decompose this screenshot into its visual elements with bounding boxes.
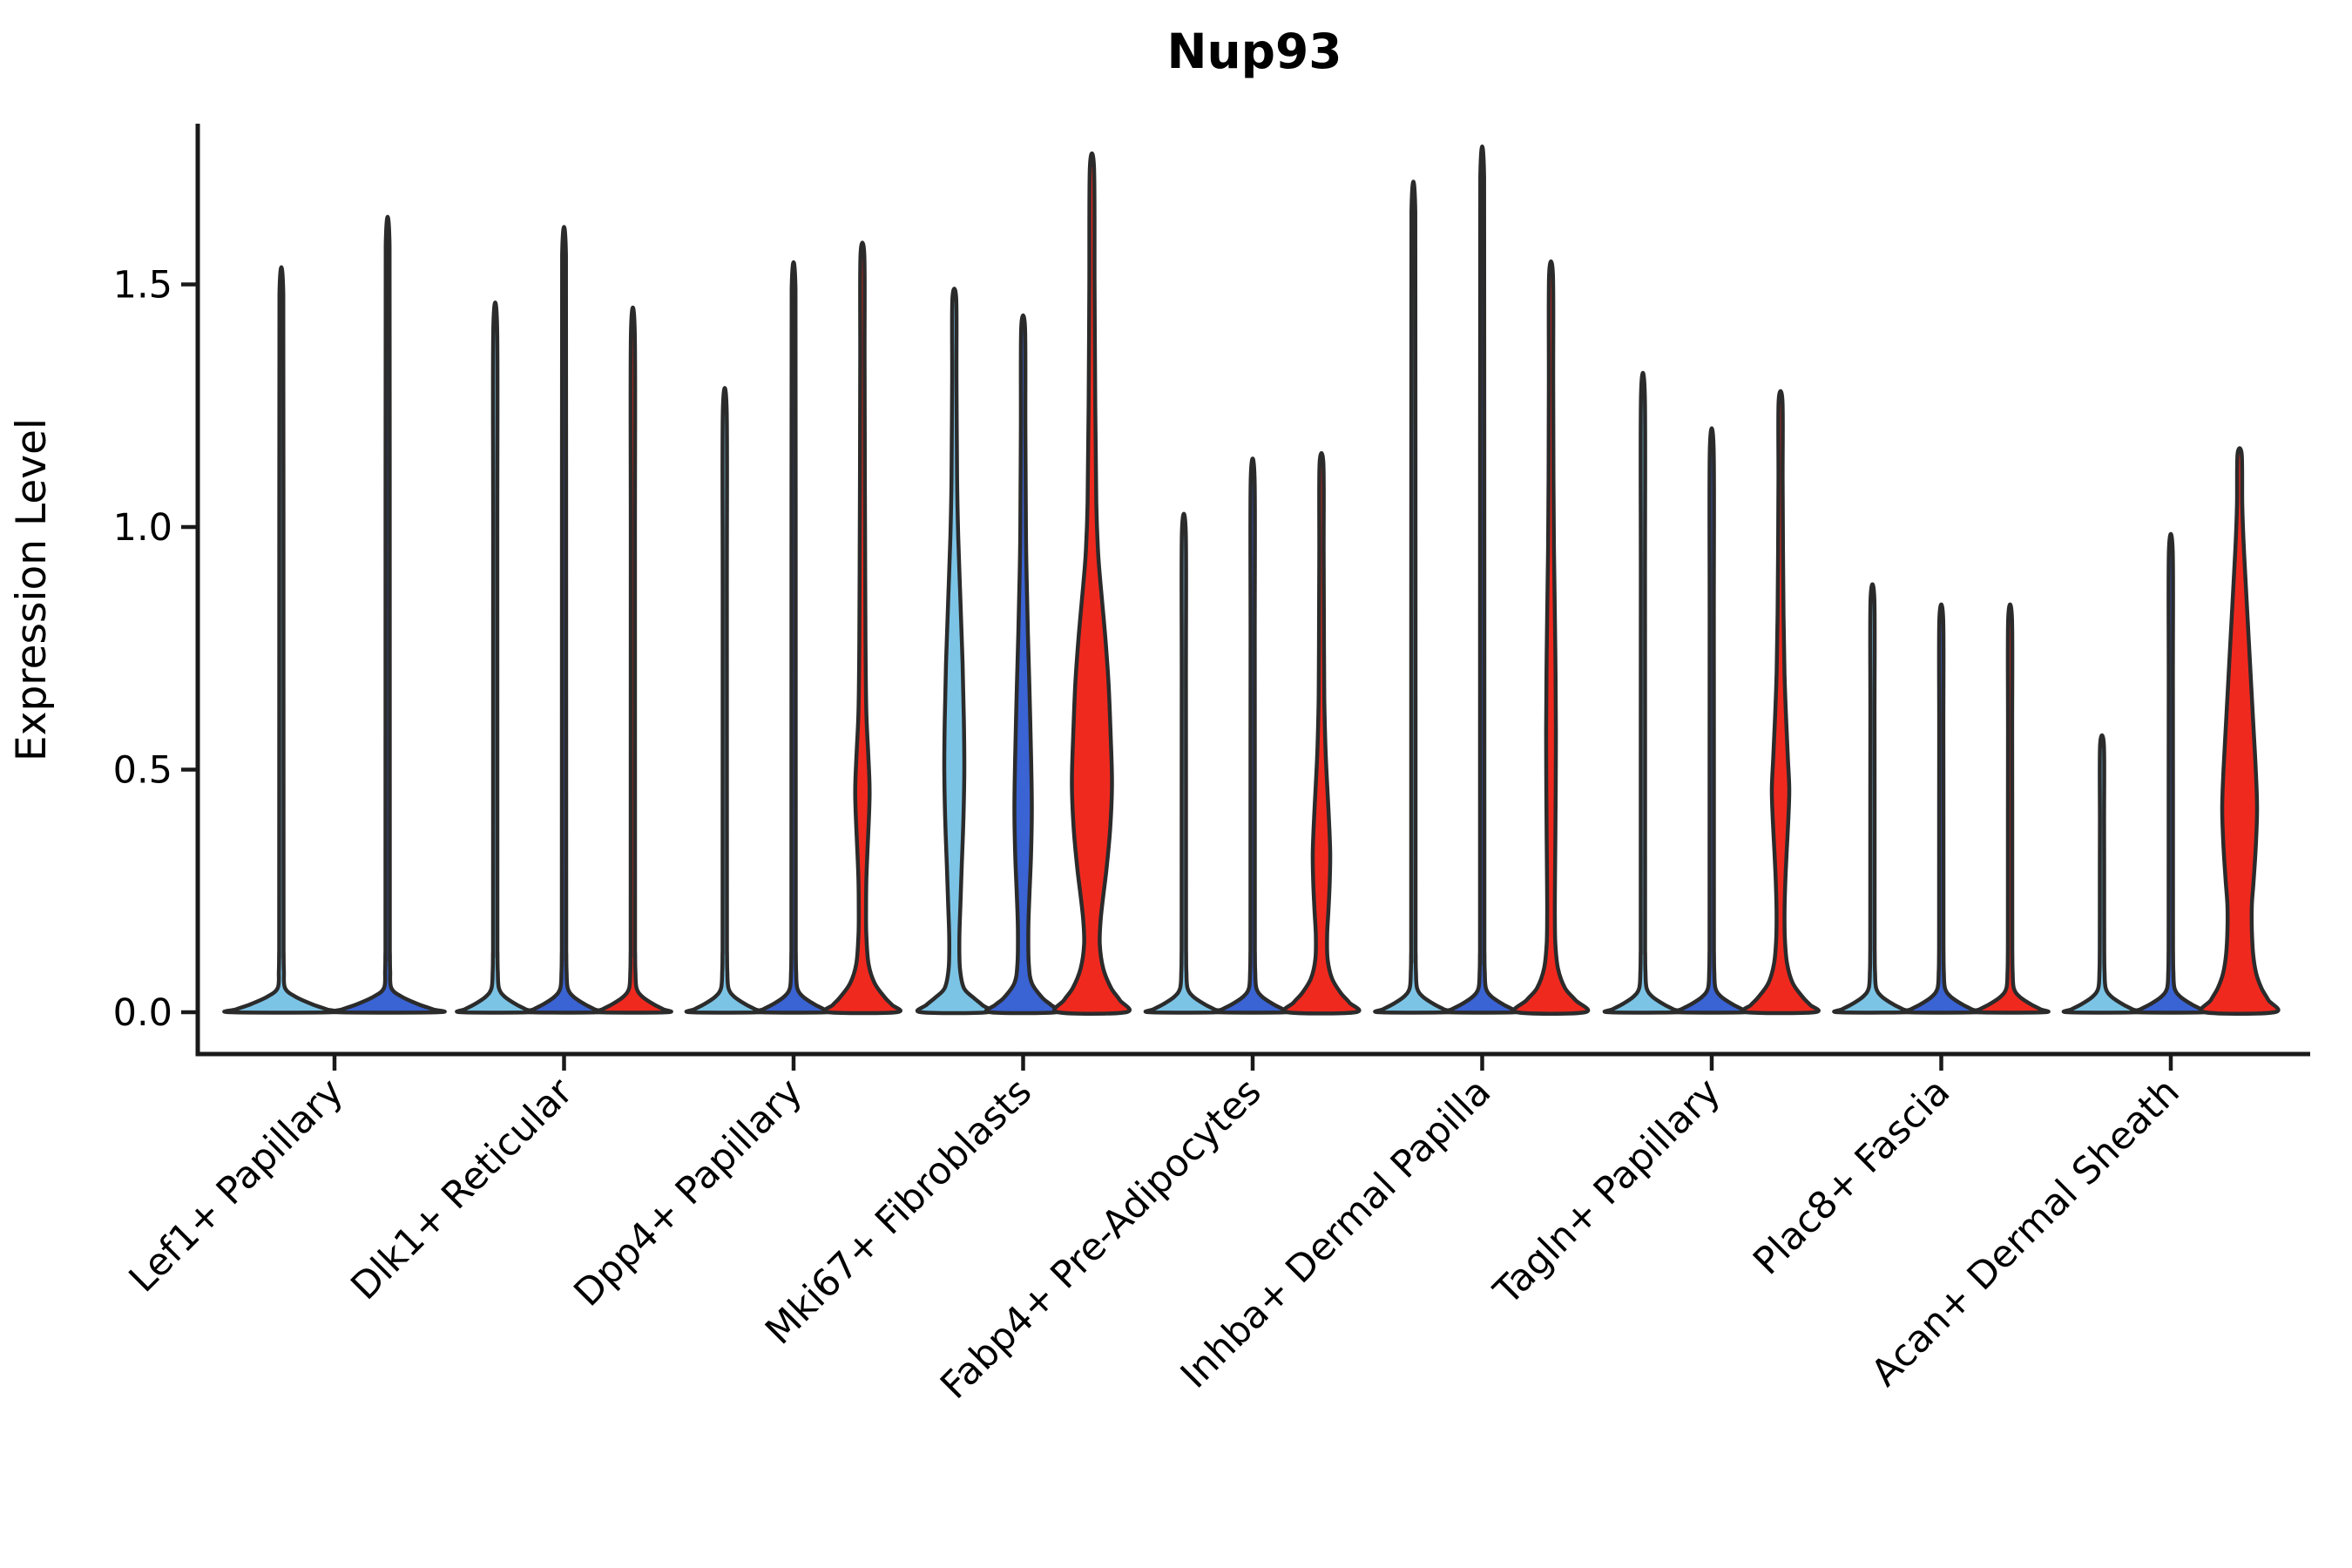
violin-inhba-dermal-papilla-red bbox=[1511, 259, 1591, 1016]
violin-dpp4-papillary-dark_blue bbox=[753, 260, 835, 1015]
violin-mki67-fibroblasts-dark_blue bbox=[983, 313, 1063, 1016]
violin-tagln-papillary-dark_blue bbox=[1671, 426, 1753, 1015]
violin-mki67-fibroblasts-light_blue bbox=[915, 287, 994, 1016]
x-tick-label: Plac8+ Fascia bbox=[1745, 1070, 1958, 1283]
violin-acan-dermal-sheath-red bbox=[2199, 446, 2281, 1016]
violin-dlk1-reticular-red bbox=[592, 306, 673, 1015]
violin-dpp4-papillary-red bbox=[822, 240, 902, 1016]
violin-lef1-papillary-light_blue bbox=[222, 265, 341, 1015]
violin-dlk1-reticular-dark_blue bbox=[524, 225, 605, 1015]
violin-tagln-papillary-light_blue bbox=[1602, 371, 1684, 1015]
y-axis-label: Expression Level bbox=[8, 418, 56, 761]
violin-inhba-dermal-papilla-light_blue bbox=[1373, 179, 1454, 1015]
y-tick-label: 0.5 bbox=[113, 749, 172, 793]
violin-mki67-fibroblasts-red bbox=[1051, 151, 1132, 1016]
violin-acan-dermal-sheath-light_blue bbox=[2061, 733, 2143, 1015]
violin-acan-dermal-sheath-dark_blue bbox=[2130, 531, 2212, 1015]
violin-lef1-papillary-dark_blue bbox=[328, 214, 447, 1015]
violin-fabp4-pre-adipocytes-red bbox=[1281, 450, 1362, 1016]
violin-plac8-fascia-light_blue bbox=[1832, 582, 1913, 1015]
violin-tagln-papillary-red bbox=[1740, 389, 1821, 1016]
y-tick-label: 0.0 bbox=[113, 991, 172, 1035]
x-tick-label: Dpp4+ Papillary bbox=[566, 1070, 811, 1315]
x-tick-label: Dlk1+ Reticular bbox=[343, 1070, 582, 1308]
x-tick-label: Lef1+ Papillary bbox=[121, 1070, 352, 1301]
y-tick-label: 1.0 bbox=[113, 506, 172, 550]
violin-dpp4-papillary-light_blue bbox=[684, 386, 766, 1015]
violin-fabp4-pre-adipocytes-dark_blue bbox=[1212, 456, 1294, 1015]
violin-fabp4-pre-adipocytes-light_blue bbox=[1143, 511, 1225, 1015]
violin-dlk1-reticular-light_blue bbox=[455, 300, 536, 1015]
violin-inhba-dermal-papilla-dark_blue bbox=[1442, 144, 1523, 1015]
x-tick-label: Tagln+ Papillary bbox=[1485, 1070, 1729, 1314]
violin-plac8-fascia-dark_blue bbox=[1901, 602, 1982, 1015]
y-tick-label: 1.5 bbox=[113, 264, 172, 308]
violin-plac8-fascia-red bbox=[1970, 602, 2051, 1015]
chart-title: Nup93 bbox=[1166, 24, 1342, 79]
